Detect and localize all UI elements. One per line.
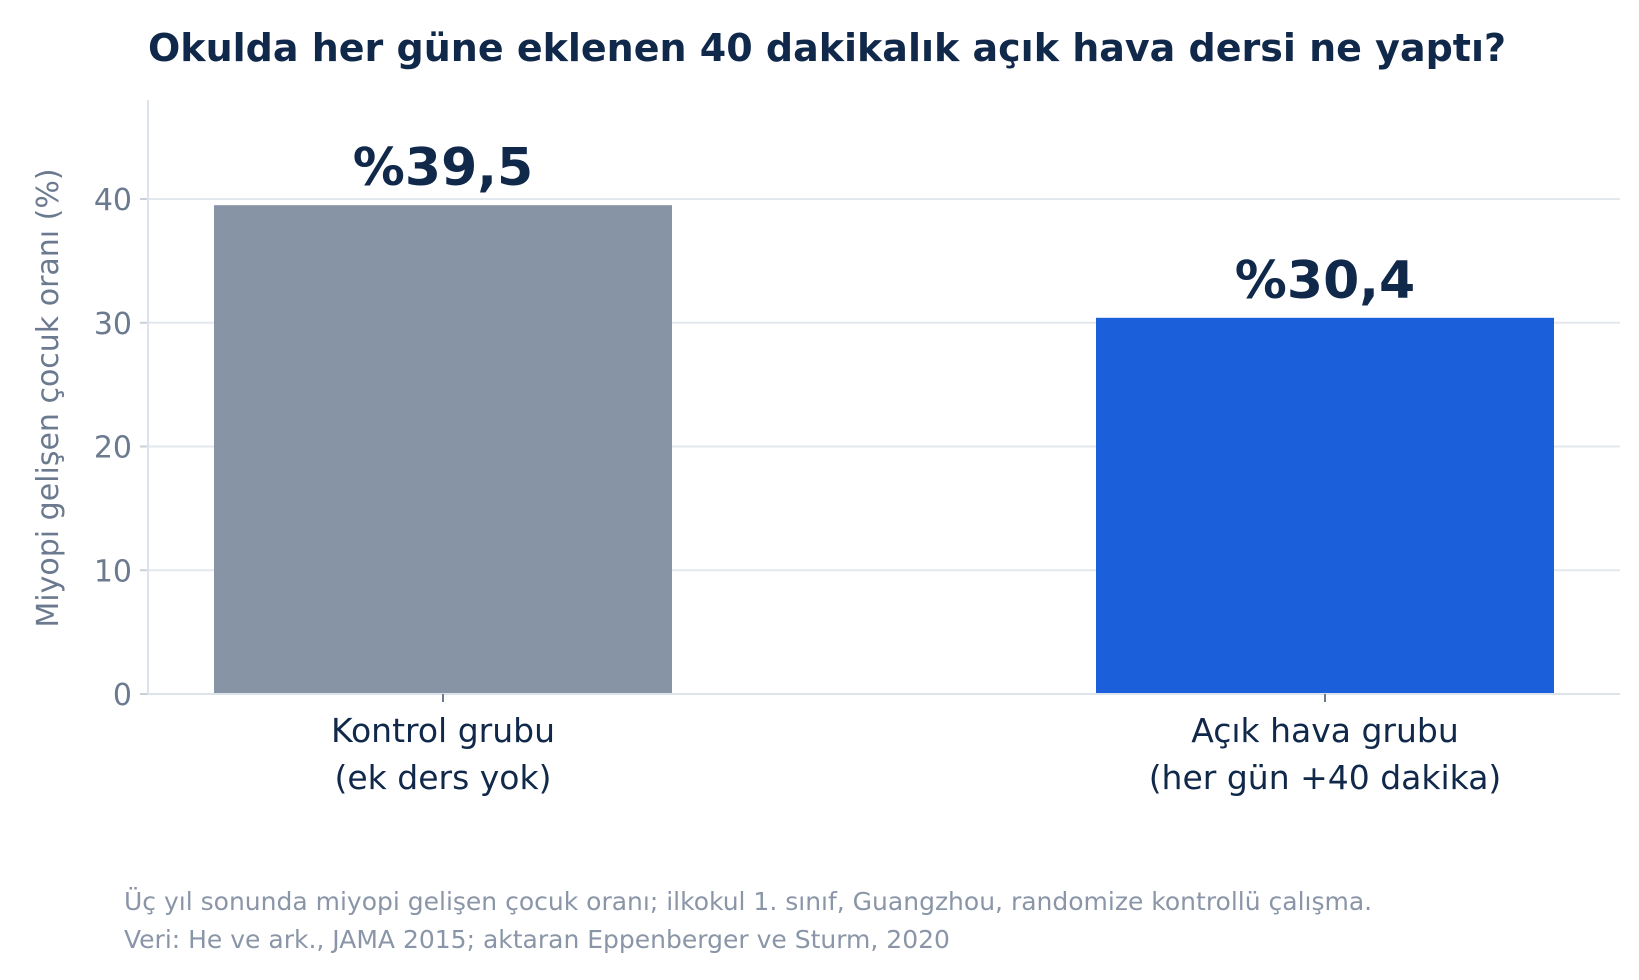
x-tick-label: (her gün +40 dakika) xyxy=(1149,758,1502,797)
labels: 0 10 20 30 40 %39,5 Kontrol grubu (ek ders yok)… xyxy=(94,138,1502,797)
x-tick-label: Kontrol grubu xyxy=(331,711,555,750)
footnote-description: Üç yıl sonunda miyopi gelişen çocuk oran… xyxy=(124,887,1373,916)
y-tick-label: 20 xyxy=(94,431,132,466)
y-tick-label: 40 xyxy=(94,183,132,218)
bars xyxy=(214,205,1554,694)
x-tick-label: (ek ders yok) xyxy=(335,758,552,797)
y-tick-label: 0 xyxy=(113,678,132,713)
axes xyxy=(140,100,1620,702)
y-tick-label: 10 xyxy=(94,554,132,589)
bar-value-label: %30,4 xyxy=(1235,251,1415,311)
bar-value-label: %39,5 xyxy=(353,138,533,198)
chart-title: Okulda her güne eklenen 40 dakikalık açı… xyxy=(148,26,1506,70)
y-tick-label: 30 xyxy=(94,307,132,342)
y-axis-label: Miyopi gelişen çocuk oranı (%) xyxy=(31,168,66,627)
x-tick-label: Açık hava grubu xyxy=(1191,711,1459,750)
bar xyxy=(1096,317,1554,694)
footnote-source: Veri: He ve ark., JAMA 2015; aktaran Epp… xyxy=(124,925,950,954)
bar xyxy=(214,205,672,694)
